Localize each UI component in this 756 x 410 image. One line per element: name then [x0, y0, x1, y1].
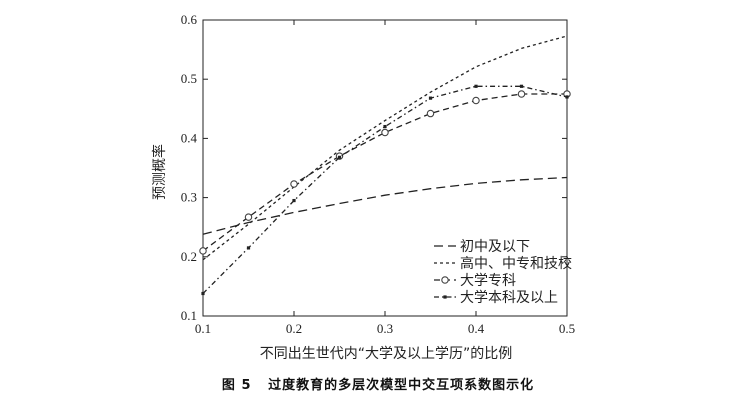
series-4 [201, 84, 569, 296]
series-3-point [199, 247, 207, 255]
y-axis-title: 预测概率 [151, 144, 168, 200]
y-tick-label: 0.6 [181, 12, 198, 27]
legend-label: 大学专科 [460, 273, 516, 289]
series-3 [199, 90, 571, 255]
series-2-line [202, 35, 568, 261]
series-3-point [244, 213, 253, 221]
series-4-point [519, 84, 524, 88]
legend-label: 高中、中专和技校 [460, 255, 572, 272]
series-4-point [383, 124, 387, 129]
series-1 [202, 176, 568, 235]
series-4-point [337, 155, 342, 159]
x-axis-title: 不同出生世代内“大学及以上学历”的比例 [260, 346, 513, 362]
legend-swatch-marker [441, 276, 449, 284]
x-tick-label: 0.4 [468, 321, 485, 336]
series-3-point [517, 90, 526, 98]
legend-item-3: 大学专科 [434, 273, 516, 289]
y-tick-label: 0.5 [181, 71, 197, 86]
x-tick-label: 0.5 [559, 321, 575, 336]
y-tick-label: 0.4 [181, 130, 198, 145]
x-tick-label: 0.2 [286, 321, 302, 336]
series-4-line [202, 85, 568, 294]
series-4-point [474, 84, 478, 88]
axes: 0.1 0.2 0.3 0.4 0.5 0.1 0.2 0.3 0.4 0.5 0.6 [181, 12, 575, 336]
legend-label: 大学本科及以上 [460, 290, 558, 306]
y-tick-label: 0.1 [181, 308, 197, 323]
legend-item-4: 大学本科及以上 [434, 290, 558, 306]
legend-swatch-marker [443, 295, 447, 299]
legend-item-2: 高中、中专和技校 [434, 255, 572, 272]
x-tick-label: 0.3 [377, 321, 393, 336]
series-2 [202, 35, 568, 261]
series-3-point [472, 96, 480, 105]
series-3-line [202, 93, 567, 252]
series-4-point [201, 291, 205, 296]
series-4-point [565, 95, 569, 99]
series-1-line [202, 176, 568, 235]
y-tick-label: 0.3 [181, 190, 197, 205]
series-group [199, 35, 571, 296]
series-4-point [246, 246, 251, 250]
y-tick-label: 0.2 [181, 249, 197, 264]
legend-label: 初中及以下 [460, 238, 530, 255]
figure-caption: 图 5 过度教育的多层次模型中交互项系数图示化 [221, 378, 535, 393]
series-4-point [428, 96, 433, 100]
legend-item-1: 初中及以下 [434, 238, 530, 255]
series-3-point [426, 109, 435, 118]
series-3-point [290, 180, 298, 188]
series-3-point [381, 128, 389, 137]
series-4-point [292, 198, 296, 203]
x-tick-label: 0.1 [195, 321, 211, 336]
